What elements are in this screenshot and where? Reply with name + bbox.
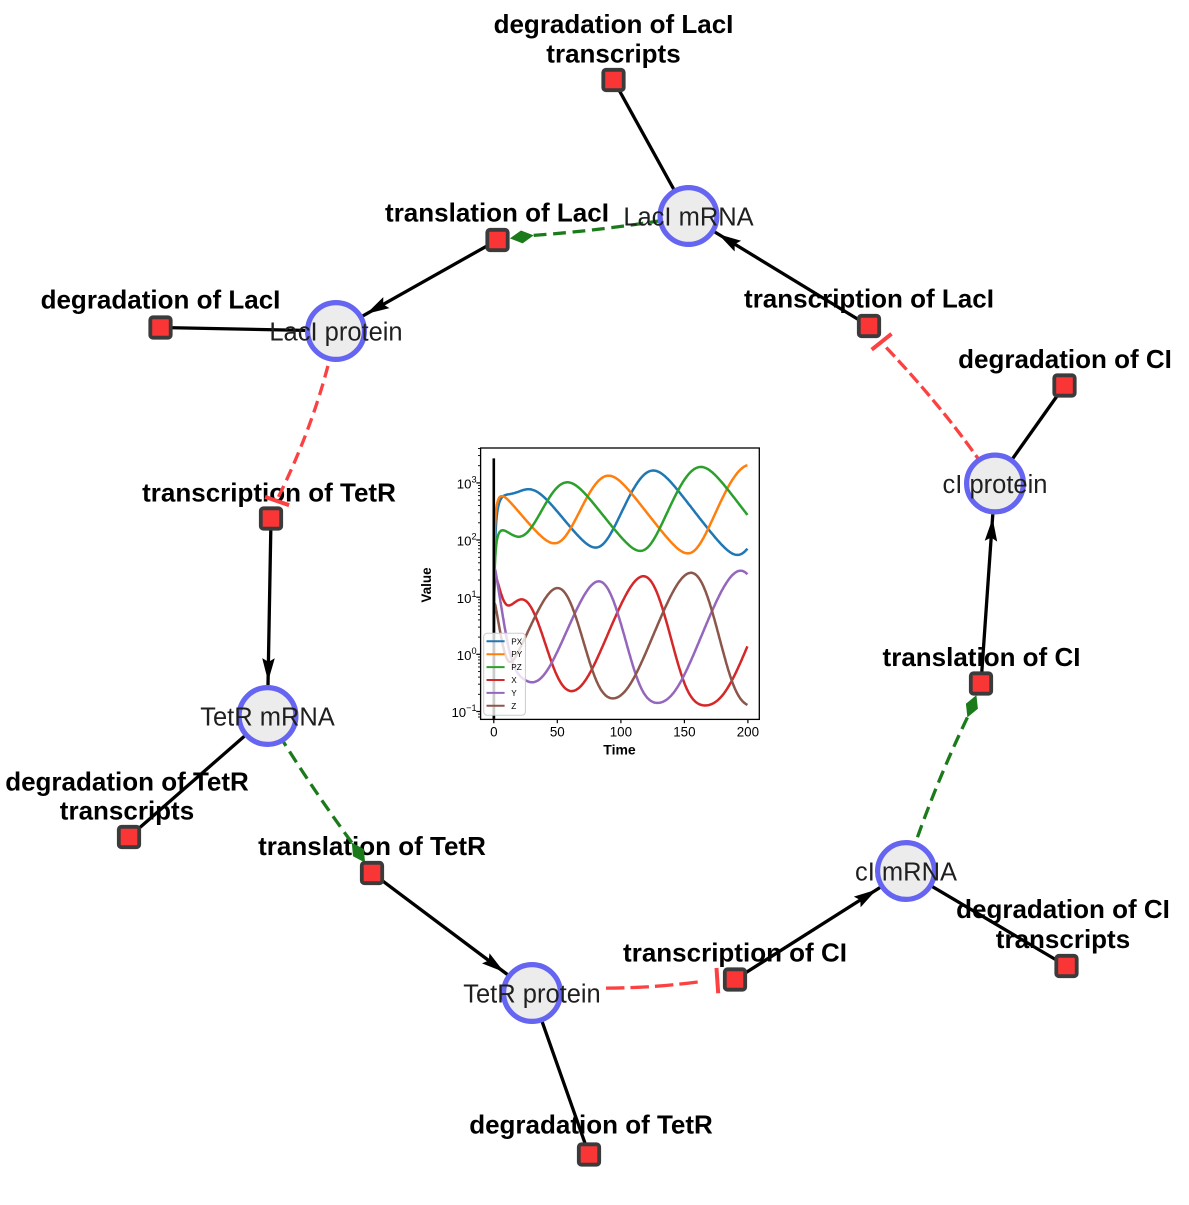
svg-text:cI mRNA: cI mRNA [855, 858, 957, 886]
svg-text:transcripts: transcripts [60, 796, 194, 826]
svg-text:0: 0 [490, 724, 497, 739]
svg-text:PY: PY [511, 650, 522, 659]
svg-text:translation of LacI: translation of LacI [385, 198, 609, 228]
svg-text:degradation of LacI: degradation of LacI [41, 284, 281, 314]
svg-text:Time: Time [603, 741, 636, 757]
svg-text:PZ: PZ [511, 663, 521, 672]
svg-text:LacI protein: LacI protein [269, 318, 402, 346]
svg-text:degradation of TetR: degradation of TetR [469, 1110, 713, 1140]
svg-text:TetR mRNA: TetR mRNA [200, 703, 335, 731]
svg-text:Value: Value [419, 567, 434, 603]
svg-text:transcripts: transcripts [546, 39, 680, 69]
svg-text:X: X [511, 676, 517, 685]
svg-text:Y: Y [511, 689, 517, 698]
svg-text:Z: Z [511, 702, 516, 711]
svg-text:transcripts: transcripts [996, 924, 1130, 954]
svg-text:degradation of CI: degradation of CI [958, 344, 1172, 374]
svg-text:degradation of CI: degradation of CI [956, 894, 1170, 924]
svg-text:200: 200 [737, 724, 759, 739]
svg-text:LacI mRNA: LacI mRNA [623, 203, 753, 231]
svg-text:transcription of LacI: transcription of LacI [744, 284, 994, 314]
svg-text:cI protein: cI protein [943, 471, 1048, 499]
svg-text:translation of TetR: translation of TetR [258, 831, 486, 861]
svg-text:TetR protein: TetR protein [463, 980, 601, 1008]
svg-text:transcription of TetR: transcription of TetR [142, 478, 396, 508]
svg-text:50: 50 [550, 724, 565, 739]
svg-text:PX: PX [511, 637, 522, 646]
svg-text:degradation of TetR: degradation of TetR [5, 767, 249, 797]
svg-text:100: 100 [610, 724, 632, 739]
svg-text:degradation of LacI: degradation of LacI [494, 9, 734, 39]
svg-text:transcription of CI: transcription of CI [623, 938, 847, 968]
svg-text:150: 150 [673, 724, 695, 739]
